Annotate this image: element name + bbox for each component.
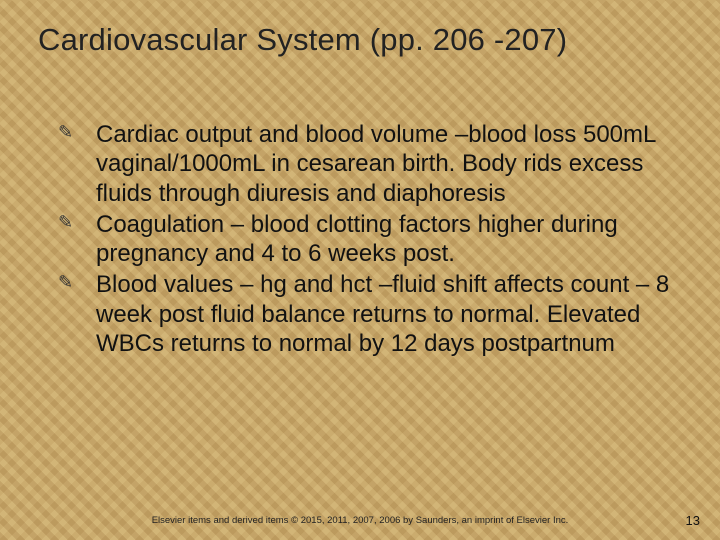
bullet-item: ✎ Cardiac output and blood volume –blood… — [52, 120, 680, 208]
slide-body: ✎ Cardiac output and blood volume –blood… — [52, 120, 680, 360]
bullet-marker-icon: ✎ — [58, 272, 73, 294]
bullet-text: Cardiac output and blood volume –blood l… — [96, 121, 655, 207]
bullet-text: Coagulation – blood clotting factors hig… — [96, 211, 618, 267]
copyright-footer: Elsevier items and derived items © 2015,… — [0, 515, 720, 526]
bullet-item: ✎ Coagulation – blood clotting factors h… — [52, 210, 680, 269]
bullet-marker-icon: ✎ — [58, 212, 73, 234]
bullet-item: ✎ Blood values – hg and hct –fluid shift… — [52, 270, 680, 358]
slide-title: Cardiovascular System (pp. 206 -207) — [38, 22, 690, 58]
slide: Cardiovascular System (pp. 206 -207) ✎ C… — [0, 0, 720, 540]
bullet-text: Blood values – hg and hct –fluid shift a… — [96, 271, 669, 357]
bullet-marker-icon: ✎ — [58, 122, 73, 144]
page-number: 13 — [686, 513, 700, 528]
